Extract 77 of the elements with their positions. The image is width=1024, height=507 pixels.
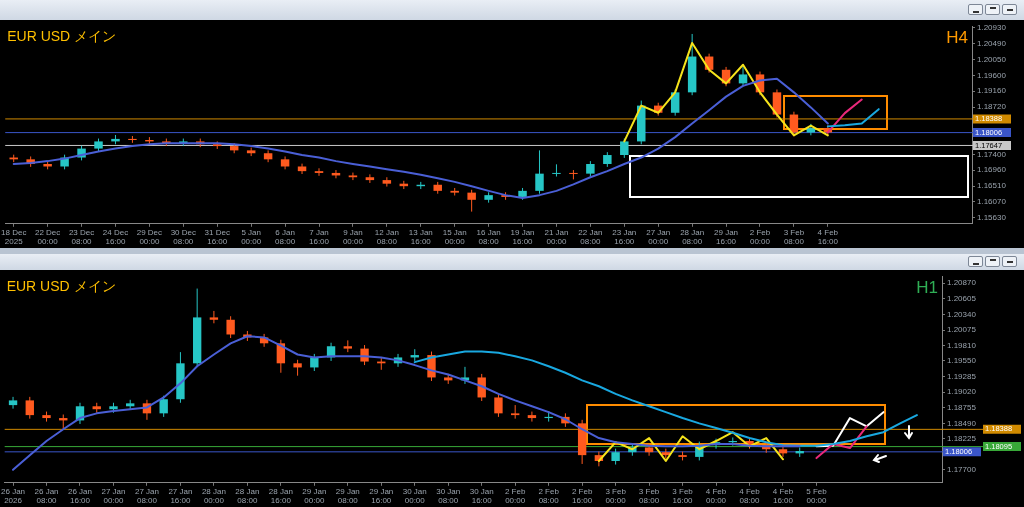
y-tick-label: 1.20340 (947, 309, 977, 319)
x-tick-label: 5 Feb 00:00 (806, 486, 828, 506)
y-tick-label: 1.17400 (977, 149, 1007, 159)
chart-subtitle: H4 (946, 27, 968, 47)
x-tick-label: 30 Jan 16:00 (469, 486, 494, 506)
x-tick-label: 2 Feb 16:00 (571, 486, 593, 506)
chart-title: EUR USD メイン (7, 27, 117, 44)
y-tick-label: 1.20930 (977, 23, 1007, 33)
x-tick-label: 29 Jan 00:00 (302, 486, 327, 506)
x-tick-label: 16 Jan 08:00 (476, 227, 501, 247)
x-tick-label: 23 Dec 08:00 (68, 227, 95, 247)
chart-subtitle: H1 (916, 277, 938, 297)
x-tick-label: 26 Jan 08:00 (34, 486, 59, 506)
y-tick-label: 1.19550 (947, 356, 977, 366)
x-tick-label: 27 Jan 08:00 (134, 486, 159, 506)
y-tick-label: 1.17700 (947, 465, 977, 475)
x-tick-label: 28 Jan 00:00 (201, 486, 226, 506)
x-tick-label: 3 Feb 00:00 (605, 486, 627, 506)
y-tick-label: 1.16510 (977, 181, 1007, 191)
x-tick-label: 3 Feb 16:00 (672, 486, 694, 506)
x-tick-label: 29 Jan 16:00 (369, 486, 394, 506)
x-tick-label: 29 Jan 08:00 (335, 486, 360, 506)
x-tick-label: 27 Jan 00:00 (101, 486, 126, 506)
x-tick-label: 27 Jan 16:00 (168, 486, 193, 506)
x-tick-label: 4 Feb 16:00 (772, 486, 794, 506)
x-tick-label: 4 Feb 00:00 (705, 486, 727, 506)
x-tick-label: 3 Feb 08:00 (783, 227, 805, 247)
x-tick-label: 28 Jan 08:00 (235, 486, 260, 506)
y-tick-label: 1.20870 (947, 278, 977, 288)
x-tick-label: 6 Jan 08:00 (275, 227, 296, 247)
x-tick-label: 26 Jan 2026 (1, 486, 26, 506)
y-tick-label: 1.16070 (977, 197, 1007, 207)
x-tick-label: 4 Feb 08:00 (739, 486, 761, 506)
y-tick-label: 1.18225 (947, 434, 977, 444)
x-tick-label: 23 Jan 16:00 (612, 227, 637, 247)
x-tick-label: 28 Jan 08:00 (680, 227, 705, 247)
x-tick-label: 15 Jan 00:00 (442, 227, 467, 247)
x-tick-label: 2 Feb 08:00 (538, 486, 560, 506)
y-tick-label: 1.19160 (977, 86, 1007, 96)
x-tick-label: 5 Jan 00:00 (241, 227, 262, 247)
y-tick-label: 1.20490 (977, 38, 1007, 48)
y-tick-label: 1.18755 (947, 402, 977, 412)
y-tick-label: 1.20075 (947, 325, 977, 335)
x-tick-label: 3 Feb 08:00 (638, 486, 660, 506)
x-tick-label: 18 Dec 2025 (1, 227, 27, 247)
x-tick-label: 27 Jan 00:00 (646, 227, 671, 247)
x-tick-label: 22 Dec 00:00 (34, 227, 61, 247)
x-tick-label: 30 Jan 00:00 (402, 486, 427, 506)
y-tick-label: 1.20050 (977, 54, 1007, 64)
x-tick-label: 9 Jan 00:00 (342, 227, 364, 247)
x-tick-label: 2 Feb 00:00 (749, 227, 771, 247)
x-tick-label: 26 Jan 16:00 (67, 486, 93, 506)
x-tick-label: 7 Jan 16:00 (308, 227, 330, 247)
x-tick-label: 30 Jan 08:00 (436, 486, 461, 506)
x-tick-label: 29 Dec 00:00 (136, 227, 163, 247)
y-tick-label: 1.15630 (977, 212, 1007, 222)
x-tick-label: 13 Jan 16:00 (408, 227, 433, 247)
x-tick-label: 22 Jan 08:00 (578, 227, 603, 247)
y-tick-label: 1.16960 (977, 165, 1007, 175)
x-tick-label: 2 Feb 00:00 (504, 486, 526, 506)
y-tick-label: 1.19600 (977, 70, 1007, 80)
y-tick-label: 1.18490 (947, 418, 977, 428)
x-tick-label: 28 Jan 16:00 (268, 486, 293, 506)
x-tick-label: 21 Jan 00:00 (544, 227, 569, 247)
x-tick-label: 29 Jan 16:00 (714, 227, 739, 247)
x-tick-label: 12 Jan 08:00 (374, 227, 399, 247)
chart-title: EUR USD メイン (6, 277, 116, 294)
y-tick-label: 1.20605 (947, 294, 977, 304)
x-tick-label: 24 Dec 16:00 (102, 227, 129, 247)
y-tick-label: 1.19020 (947, 387, 977, 397)
x-tick-label: 19 Jan 16:00 (510, 227, 535, 247)
y-tick-label: 1.18720 (977, 102, 1007, 112)
x-tick-label: 4 Feb 16:00 (817, 227, 839, 247)
y-tick-label: 1.19810 (947, 340, 977, 350)
x-tick-label: 31 Dec 16:00 (204, 227, 230, 247)
y-tick-label: 1.19285 (947, 371, 977, 381)
x-tick-label: 30 Dec 08:00 (170, 227, 196, 247)
